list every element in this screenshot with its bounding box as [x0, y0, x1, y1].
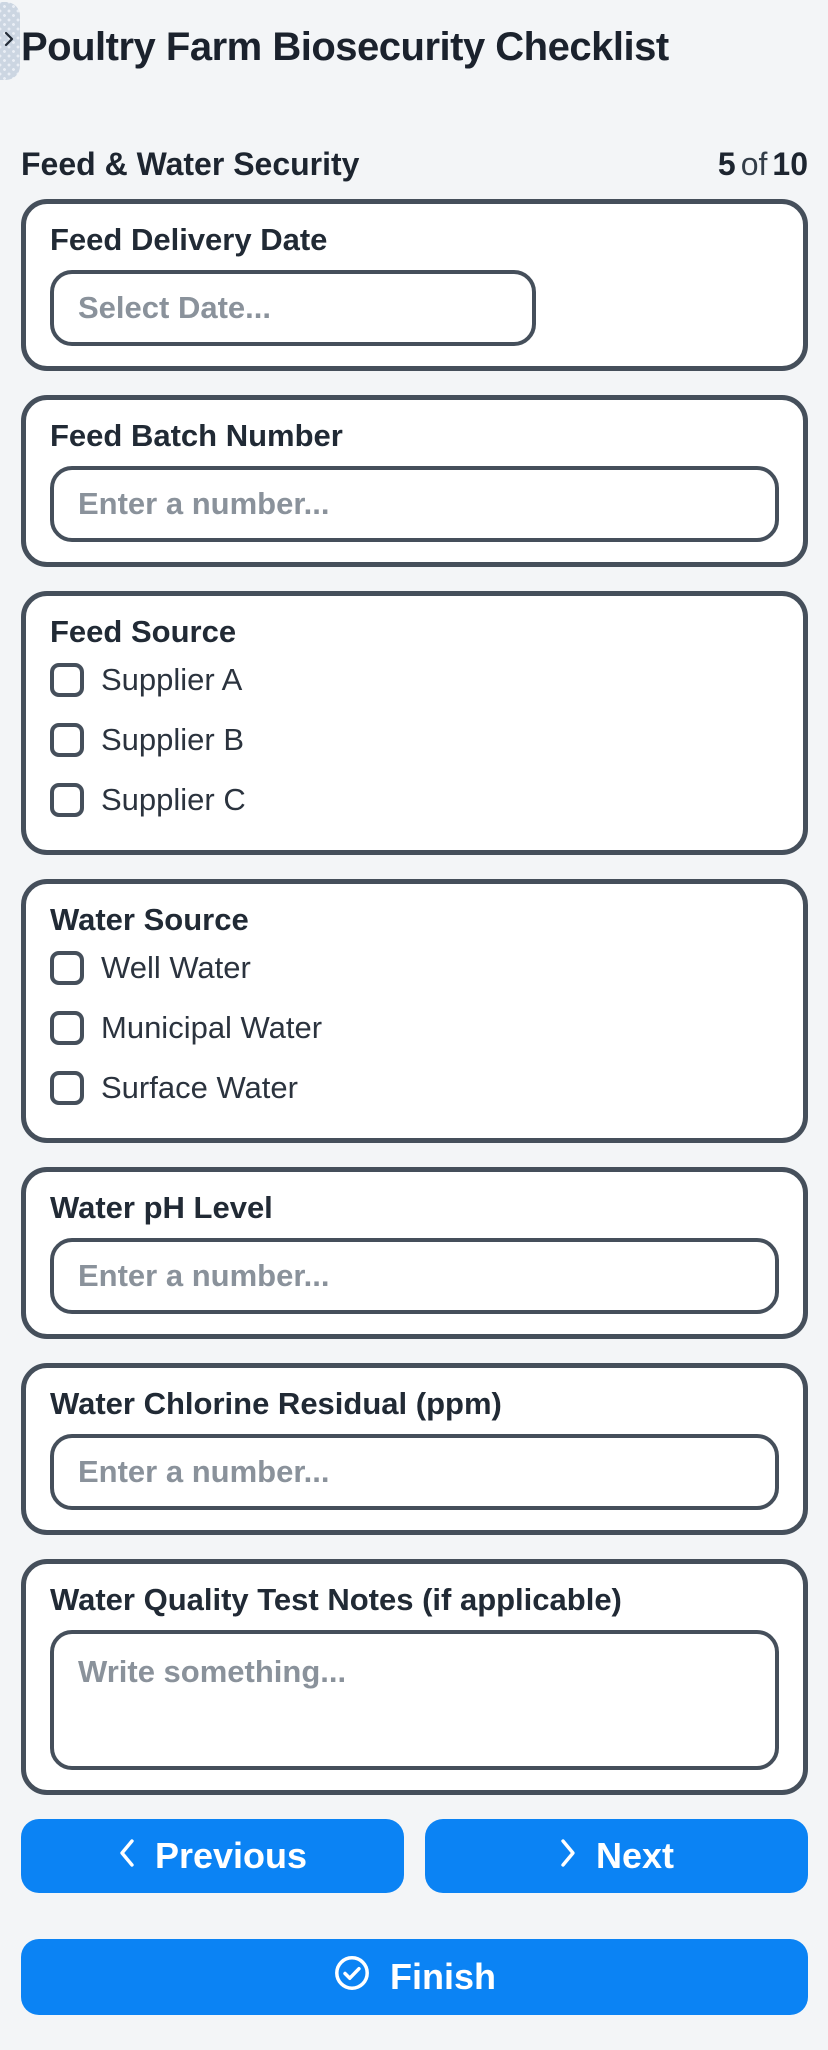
- finish-button[interactable]: Finish: [21, 1939, 808, 2015]
- field-card-water-source: Water Source Well Water Municipal Water …: [21, 879, 808, 1143]
- water-quality-notes-textarea[interactable]: [50, 1630, 779, 1770]
- field-card-feed-batch-number: Feed Batch Number: [21, 395, 808, 567]
- wizard-nav: Previous Next: [21, 1819, 808, 1893]
- water-source-options: Well Water Municipal Water Surface Water: [50, 950, 779, 1106]
- drawer-handle[interactable]: [0, 2, 20, 80]
- feed-delivery-date-input[interactable]: [50, 270, 536, 346]
- field-label: Water Quality Test Notes (if applicable): [50, 1582, 622, 1617]
- chevron-right-icon: [0, 30, 16, 53]
- checkbox-label: Supplier B: [101, 722, 245, 757]
- checkbox-well-water[interactable]: [50, 951, 84, 985]
- water-ph-input[interactable]: [50, 1238, 779, 1314]
- field-card-water-chlorine: Water Chlorine Residual (ppm): [21, 1363, 808, 1535]
- checkbox-label: Supplier C: [101, 782, 246, 817]
- page-title: Poultry Farm Biosecurity Checklist: [21, 25, 669, 69]
- checkbox-label: Municipal Water: [101, 1010, 323, 1045]
- next-button[interactable]: Next: [425, 1819, 808, 1893]
- checkbox-row-well-water[interactable]: Well Water: [50, 950, 779, 986]
- checkbox-row-surface-water[interactable]: Surface Water: [50, 1070, 779, 1106]
- water-chlorine-input[interactable]: [50, 1434, 779, 1510]
- feed-source-options: Supplier A Supplier B Supplier C: [50, 662, 779, 818]
- field-label: Feed Source: [50, 614, 237, 649]
- field-label: Feed Delivery Date: [50, 222, 328, 257]
- progress-separator: of: [740, 146, 768, 182]
- field-card-water-ph: Water pH Level: [21, 1167, 808, 1339]
- checkbox-supplier-a[interactable]: [50, 663, 84, 697]
- previous-button-label: Previous: [154, 1835, 308, 1876]
- checkbox-supplier-b[interactable]: [50, 723, 84, 757]
- checkbox-municipal-water[interactable]: [50, 1011, 84, 1045]
- checkbox-label: Supplier A: [101, 662, 243, 697]
- field-label: Feed Batch Number: [50, 418, 343, 453]
- check-circle-icon: [333, 1954, 371, 2001]
- progress-current: 5: [717, 146, 736, 182]
- progress-total: 10: [772, 146, 808, 182]
- field-label: Water pH Level: [50, 1190, 273, 1225]
- chevron-left-icon: [118, 1835, 136, 1877]
- checkbox-supplier-c[interactable]: [50, 783, 84, 817]
- checkbox-label: Well Water: [101, 950, 251, 985]
- section-header: Feed & Water Security 5 of 10: [21, 146, 808, 183]
- finish-button-label: Finish: [390, 1956, 496, 1997]
- section-progress: 5 of 10: [718, 146, 808, 183]
- previous-button[interactable]: Previous: [21, 1819, 404, 1893]
- field-card-water-quality-notes: Water Quality Test Notes (if applicable): [21, 1559, 808, 1795]
- section-title: Feed & Water Security: [21, 146, 360, 182]
- checkbox-label: Surface Water: [101, 1070, 298, 1105]
- checkbox-row-supplier-c[interactable]: Supplier C: [50, 782, 779, 818]
- checkbox-surface-water[interactable]: [50, 1071, 84, 1105]
- checkbox-row-supplier-a[interactable]: Supplier A: [50, 662, 779, 698]
- next-button-label: Next: [595, 1835, 675, 1876]
- field-label: Water Chlorine Residual (ppm): [50, 1386, 502, 1421]
- field-card-feed-delivery-date: Feed Delivery Date: [21, 199, 808, 371]
- field-label: Water Source: [50, 902, 249, 937]
- checkbox-row-municipal-water[interactable]: Municipal Water: [50, 1010, 779, 1046]
- feed-batch-number-input[interactable]: [50, 466, 779, 542]
- checkbox-row-supplier-b[interactable]: Supplier B: [50, 722, 779, 758]
- chevron-right-icon: [559, 1835, 577, 1877]
- field-card-feed-source: Feed Source Supplier A Supplier B Suppli…: [21, 591, 808, 855]
